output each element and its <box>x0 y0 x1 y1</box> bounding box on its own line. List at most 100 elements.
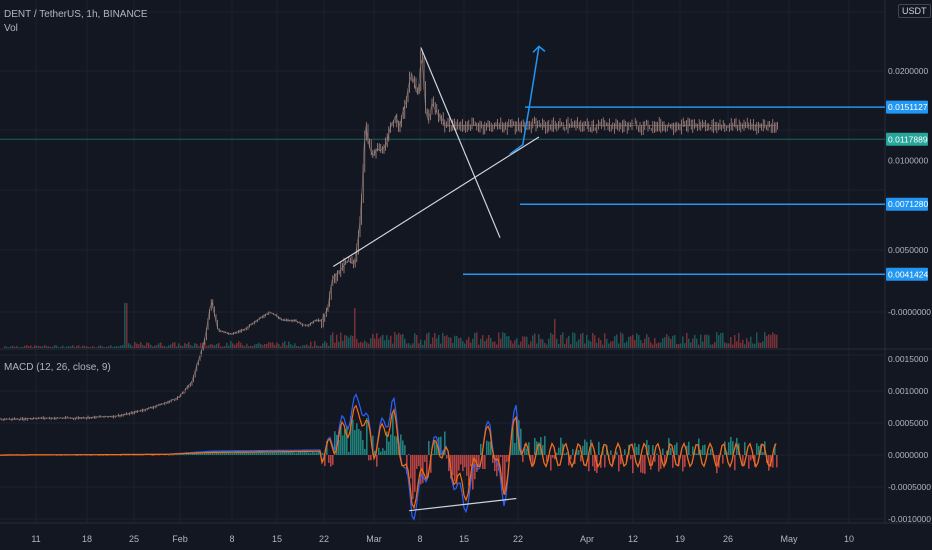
macd-histogram-bar <box>462 455 464 472</box>
volume-bar <box>308 345 310 348</box>
macd-histogram-bar <box>286 451 288 455</box>
macd-histogram-bar <box>570 455 572 460</box>
price-axis-tick: -0.0000000 <box>888 307 931 317</box>
volume-bar <box>658 342 660 348</box>
macd-histogram-bar <box>604 455 606 468</box>
volume-bar <box>310 341 312 348</box>
macd-histogram-bar <box>322 453 324 455</box>
macd-histogram-bar <box>630 455 632 460</box>
volume-bar <box>748 341 750 348</box>
symbol-title[interactable]: DENT / TetherUS, 1h, BINANCE <box>4 9 148 20</box>
macd-histogram-bar <box>622 455 624 456</box>
volume-bar <box>330 335 332 348</box>
volume-bar <box>290 344 292 348</box>
macd-histogram-bar <box>444 431 446 455</box>
macd-histogram-bar <box>454 455 456 482</box>
volume-bar <box>70 346 72 348</box>
volume-bar <box>304 345 306 348</box>
macd-histogram-bar <box>410 455 412 479</box>
volume-bar <box>388 339 390 348</box>
macd-histogram-bar <box>212 451 214 455</box>
volume-bar <box>596 342 598 348</box>
macd-histogram-bar <box>258 450 260 455</box>
signal-line[interactable] <box>0 404 777 510</box>
time-axis-tick: 12 <box>628 534 638 544</box>
volume-bar <box>580 333 582 348</box>
volume-bar <box>286 345 288 348</box>
volume-bar <box>228 345 230 348</box>
macd-histogram-bar <box>368 455 370 461</box>
time-axis-tick: 19 <box>675 534 685 544</box>
volume-bar <box>372 334 374 348</box>
macd-histogram-bar <box>430 455 432 473</box>
volume-bar <box>348 337 350 348</box>
volume-bar <box>238 341 240 348</box>
macd-histogram-bar <box>568 455 570 466</box>
volume-bar <box>688 338 690 348</box>
volume-bar <box>280 346 282 348</box>
volume-bar <box>546 344 548 348</box>
volume-bar <box>398 333 400 348</box>
macd-histogram-bar <box>232 452 234 455</box>
volume-bar <box>6 346 8 348</box>
macd-histogram-bar <box>720 453 722 455</box>
volume-bar <box>606 338 608 348</box>
volume-bar <box>422 344 424 348</box>
macd-indicator-label[interactable]: MACD (12, 26, close, 9) <box>4 362 111 373</box>
time-axis-tick: 8 <box>229 534 234 544</box>
macd-histogram-bar <box>140 454 142 456</box>
macd-histogram-bar <box>436 444 438 455</box>
projection-path[interactable] <box>509 46 540 155</box>
volume-bar <box>450 337 452 348</box>
volume-bar <box>374 338 376 348</box>
volume-bar <box>154 345 156 348</box>
currency-badge[interactable]: USDT <box>898 4 931 18</box>
macd-histogram-bar <box>742 455 744 467</box>
volume-bar <box>574 333 576 348</box>
volume-bar <box>770 334 772 348</box>
price-series[interactable] <box>0 59 776 420</box>
volume-bar <box>500 338 502 348</box>
projection-arrowhead <box>532 45 546 53</box>
volume-bar <box>278 343 280 348</box>
macd-histogram-bar <box>646 440 648 455</box>
macd-histogram-bar <box>362 440 364 455</box>
macd-histogram-bar <box>332 455 334 465</box>
volume-bar <box>294 343 296 348</box>
volume-bar <box>540 338 542 348</box>
price-level-tag-label: 0.0071280 <box>888 199 928 209</box>
macd-histogram-bar <box>204 451 206 455</box>
volume-bar <box>210 343 212 348</box>
time-axis-tick: 8 <box>417 534 422 544</box>
volume-bar <box>644 338 646 348</box>
volume-bar <box>730 336 732 348</box>
volume-bar <box>166 346 168 348</box>
macd-histogram-bar <box>472 455 474 490</box>
volume-bar <box>366 342 368 348</box>
volume-bar <box>208 345 210 348</box>
macd-histogram-bar <box>638 444 640 455</box>
macd-histogram-bar <box>480 443 482 455</box>
trendline[interactable] <box>420 47 501 238</box>
volume-bar <box>380 336 382 348</box>
macd-histogram-bar <box>652 445 654 455</box>
macd-histogram-bar <box>618 455 620 472</box>
macd-histogram-bar <box>558 447 560 455</box>
volume-bar <box>718 335 720 348</box>
volume-bar <box>476 332 478 348</box>
divergence-trendline[interactable] <box>409 497 517 512</box>
volume-indicator-label[interactable]: Vol <box>4 23 18 34</box>
volume-bar <box>242 345 244 348</box>
macd-histogram-bar <box>650 455 652 470</box>
macd-histogram-bar <box>312 451 314 455</box>
volume-bar <box>300 346 302 348</box>
volume-bar <box>614 336 616 348</box>
trendline[interactable] <box>332 136 540 268</box>
macd-histogram-bar <box>124 455 126 456</box>
volume-bar <box>434 333 436 348</box>
volume-bar <box>152 346 154 348</box>
macd-histogram-bar <box>700 449 702 455</box>
macd-histogram-bar <box>402 440 404 455</box>
volume-bar <box>140 342 142 348</box>
